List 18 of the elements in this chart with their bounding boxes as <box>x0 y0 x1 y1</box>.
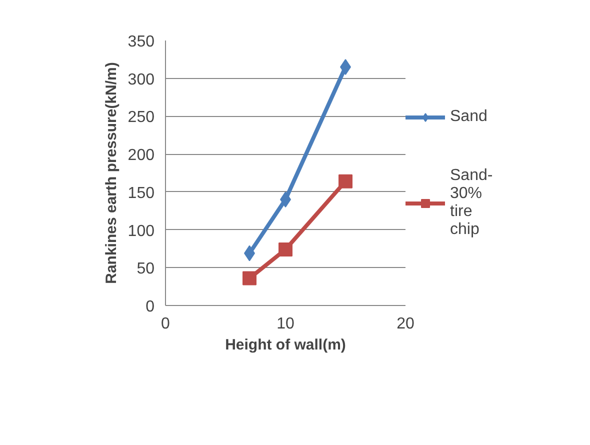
x-tick-label: 0 <box>161 316 170 332</box>
x-tick-label: 10 <box>276 316 294 332</box>
legend-label: Sand <box>450 108 488 126</box>
y-tick-label: 250 <box>128 109 155 126</box>
x-axis-title: Height of wall(m) <box>225 336 346 354</box>
y-tick-label: 100 <box>128 222 155 240</box>
y-tick-label: 300 <box>128 71 155 88</box>
y-tick-label: 200 <box>128 147 155 164</box>
y-tick-label: 50 <box>136 260 155 278</box>
x-tick-label: 20 <box>396 316 414 332</box>
y-tick-label: 0 <box>146 298 155 316</box>
y-tick-label: 350 <box>128 34 155 50</box>
y-axis-title: Rankines earth pressure(kN/m) <box>102 62 120 284</box>
point <box>278 242 292 256</box>
y-tick-label: 150 <box>128 184 155 202</box>
legend-label: Sand-30% tire chip <box>450 166 493 238</box>
point <box>338 174 352 188</box>
point <box>242 271 256 286</box>
